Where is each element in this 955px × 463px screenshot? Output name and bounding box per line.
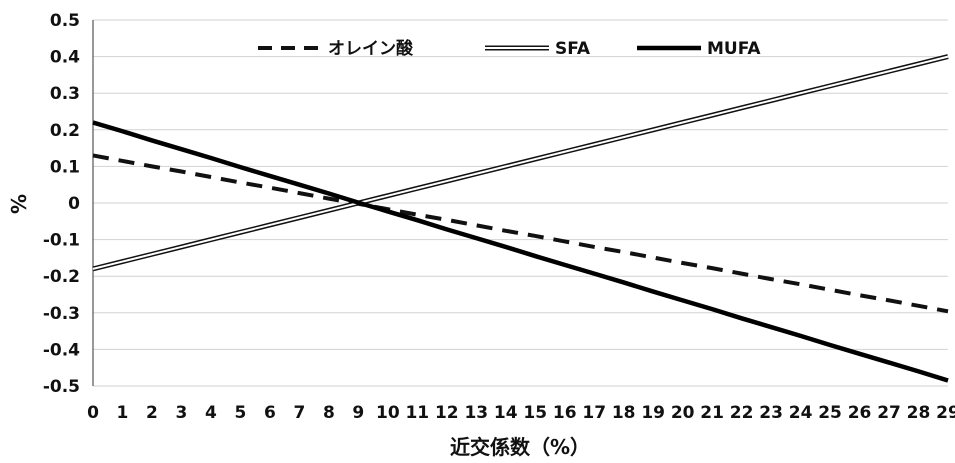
x-tick-label: 20: [671, 403, 695, 423]
x-tick-label: 23: [759, 403, 783, 423]
x-tick-label: 25: [818, 403, 842, 423]
x-tick-label: 18: [612, 403, 636, 423]
x-tick-label: 14: [494, 403, 518, 423]
x-tick-label: 15: [523, 403, 547, 423]
x-tick-label: 21: [700, 403, 724, 423]
series-line-inner: [92, 55, 949, 270]
x-tick-label: 19: [641, 403, 665, 423]
x-tick-label: 1: [117, 403, 129, 423]
y-tick-label: 0.3: [50, 84, 80, 104]
legend-label: SFA: [555, 39, 591, 59]
series-1: [92, 153, 949, 314]
y-tick-label: -0.3: [43, 304, 80, 324]
x-axis-title: 近交係数（%）: [450, 435, 590, 459]
series-3: [92, 120, 949, 383]
y-tick-label: -0.2: [43, 267, 80, 287]
y-tick-label: -0.5: [43, 377, 80, 397]
y-tick-label: 0.1: [50, 157, 80, 177]
y-tick-label: 0: [68, 194, 80, 214]
series-line-dashed: [92, 153, 949, 314]
x-tick-label: 27: [877, 403, 901, 423]
x-tick-label: 2: [146, 403, 158, 423]
tick-labels: 0.50.40.30.20.10-0.1-0.2-0.3-0.4-0.50 1 2 3…: [43, 11, 955, 423]
y-tick-label: 0.2: [50, 121, 80, 141]
x-tick-label: 16: [553, 403, 577, 423]
x-tick-label: 5: [234, 403, 246, 423]
grid-lines: [93, 19, 948, 387]
x-tick-label: 26: [848, 403, 872, 423]
x-tick-label: 6: [264, 403, 276, 423]
x-tick-label: 13: [464, 403, 488, 423]
x-tick-label: 10: [376, 403, 400, 423]
x-tick-label: 24: [789, 403, 813, 423]
series-line-solid: [92, 120, 949, 383]
series-lines: [92, 54, 949, 383]
y-axis-title: %: [7, 194, 31, 214]
x-tick-label: 7: [293, 403, 305, 423]
x-tick-label: 17: [582, 403, 606, 423]
x-tick-label: 4: [205, 403, 217, 423]
x-tick-label: 28: [907, 403, 931, 423]
legend-item: オレイン酸: [258, 38, 414, 59]
legend-label: オレイン酸: [328, 38, 414, 59]
x-tick-label: 0: [87, 403, 99, 423]
legend-item: SFA: [485, 39, 591, 59]
x-tick-label: 29: [936, 403, 955, 423]
y-tick-label: 0.5: [50, 11, 80, 31]
x-tick-label: 9: [352, 403, 364, 423]
x-tick-label: 8: [323, 403, 335, 423]
x-tick-label: 11: [405, 403, 429, 423]
x-tick-label: 12: [435, 403, 459, 423]
x-tick-label: 22: [730, 403, 754, 423]
legend-item: MUFA: [637, 39, 761, 59]
y-tick-label: -0.1: [43, 231, 80, 251]
series-2: [92, 54, 949, 272]
legend-label: MUFA: [707, 39, 761, 59]
y-tick-label: 0.4: [50, 48, 80, 68]
x-tick-label: 3: [176, 403, 188, 423]
y-tick-label: -0.4: [43, 340, 80, 360]
legend: オレイン酸 SFA MUFA: [258, 38, 761, 59]
